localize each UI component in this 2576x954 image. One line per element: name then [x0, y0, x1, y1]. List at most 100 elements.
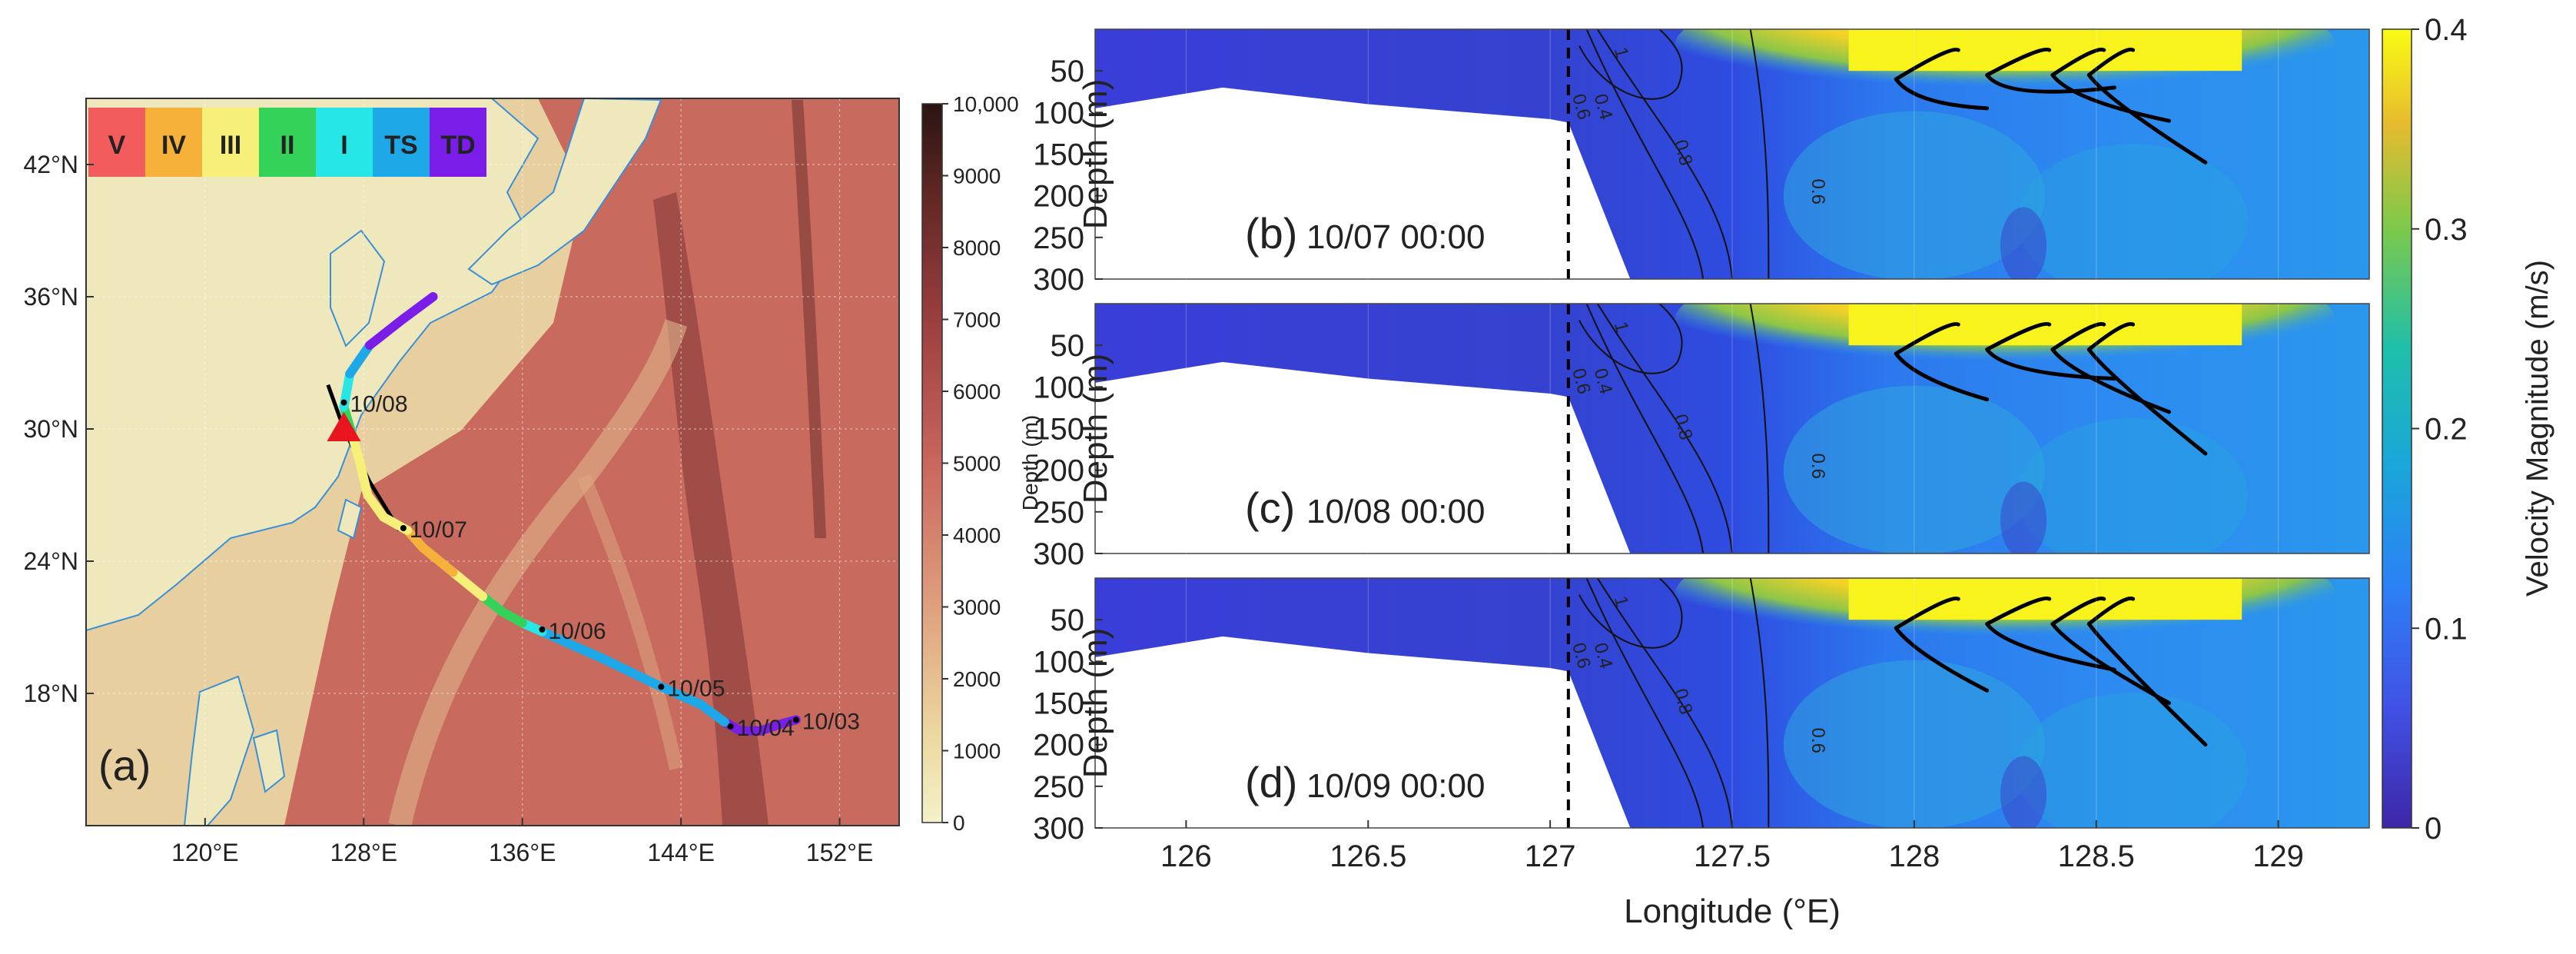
wave-front-curve: [1894, 47, 1990, 111]
section-y-tick-label: 100: [1033, 645, 1084, 679]
contour-label: 0.6: [1808, 179, 1828, 204]
map-y-tick-label: 24°N: [24, 547, 79, 575]
legend-swatch-IV: [145, 108, 202, 177]
map-y-ticks: 18°N 24°N 30°N 36°N 42°N: [24, 151, 94, 707]
typhoon-track: [326, 292, 801, 736]
map-y-tick-label: 30°N: [24, 415, 79, 443]
section-field: 10.60.40.80.6: [1095, 578, 2369, 828]
legend-swatch-V: [88, 108, 145, 177]
panel-time: 10/07 00:00: [1306, 218, 1485, 256]
contour-label: 0.6: [1808, 454, 1828, 479]
section-y-tick-label: 150: [1033, 138, 1084, 172]
velocity-core-low: [2000, 756, 2047, 828]
map-x-tick-label: 152°E: [806, 839, 874, 866]
section-y-tick-label: 150: [1033, 687, 1084, 721]
velocity-contour-line: [1749, 29, 1770, 279]
track-date-dot: [340, 399, 347, 406]
section-y-tick-label: 300: [1033, 537, 1084, 571]
seafloor-mask: [1095, 87, 1631, 279]
track-date-dot: [539, 626, 546, 633]
track-date-label: 10/03: [802, 709, 860, 734]
depth-colorbar-tick-label: 10,000: [953, 92, 1019, 116]
legend-label-I: I: [340, 131, 347, 160]
velocity-colorbar-tick-label: 0.2: [2425, 413, 2468, 447]
panel-label-a: (a): [98, 741, 151, 789]
section-panel-3: 10.60.40.80.6 50 100 150 200 250 300 Depth (m) (…: [1033, 577, 2370, 846]
section-x-tick-label: 127: [1525, 839, 1576, 873]
section-y-tick-label: 250: [1033, 496, 1084, 530]
legend-swatch-III: [202, 108, 259, 177]
track-date-label: 10/04: [737, 716, 795, 741]
velocity-contour-line: [1596, 304, 1733, 553]
velocity-core-low: [2000, 481, 2047, 553]
wave-front-curve: [2086, 596, 2208, 747]
panel-label: (b): [1245, 209, 1297, 258]
section-x-tick-label: 129: [2252, 839, 2304, 873]
section-y-axis-label: Depth (m): [1077, 79, 1114, 230]
depth-colorbar-tick-label: 8000: [953, 236, 1001, 260]
velocity-colorbar-tick-label: 0.1: [2425, 612, 2468, 646]
velocity-contour-line: [1578, 29, 1683, 100]
legend-label-TS: TS: [384, 131, 417, 160]
velocity-blob: [1783, 660, 2045, 828]
track-segment-TS: [656, 682, 705, 710]
velocity-contour-line: [1578, 304, 1683, 374]
track-date-label: 10/08: [350, 392, 407, 417]
depth-colorbar-tick-label: 1000: [953, 740, 1001, 763]
section-y-tick-label: 300: [1033, 263, 1084, 297]
track-date-dot: [400, 525, 407, 531]
seafloor-mask: [1095, 361, 1631, 553]
legend-label-III: III: [220, 131, 241, 160]
section-panel-1: 10.60.40.80.6 50 100 150 200 250 300 Depth (m) (…: [1033, 28, 2370, 297]
depth-colorbar-tick-label: 7000: [953, 308, 1001, 332]
track-segment-TS: [596, 653, 666, 692]
map-panel: V IV III II I TS TD 10/0310/0410/0510/0610/071…: [24, 98, 900, 866]
legend-label-II: II: [281, 131, 295, 160]
category-legend: V IV III II I TS TD: [88, 108, 486, 177]
depth-colorbar-tick-label: 5000: [953, 452, 1001, 476]
section-y-tick-label: 100: [1033, 371, 1084, 404]
wave-front-curve: [1985, 47, 2116, 94]
track-segment-IV: [418, 543, 458, 577]
velocity-contour-line: [1585, 304, 1705, 553]
panel-time: 10/09 00:00: [1306, 767, 1485, 805]
legend-swatch-TS: [373, 108, 430, 177]
map-y-tick-label: 18°N: [24, 680, 79, 707]
section-x-tick-label: 126: [1160, 839, 1212, 873]
velocity-blob: [2017, 144, 2249, 279]
section-y-tick-label: 50: [1051, 329, 1085, 363]
velocity-core-low: [2000, 207, 2047, 279]
section-x-tick-label: 126.5: [1329, 839, 1406, 873]
wave-front-curve: [2086, 47, 2208, 165]
track-segment-TD: [365, 314, 408, 351]
velocity-blob: [1783, 385, 2045, 553]
velocity-sections: 10.60.40.80.6 50 100 150 200 250 300 Depth (m) (…: [1033, 28, 2370, 846]
section-y-tick-label: 300: [1033, 812, 1084, 846]
section-x-tick-label: 128.5: [2058, 839, 2135, 873]
section-y-tick-label: 200: [1033, 454, 1084, 488]
depth-colorbar-tick-label: 0: [953, 811, 965, 835]
map-y-tick-label: 36°N: [24, 283, 79, 311]
panel-label: (d): [1245, 758, 1297, 806]
velocity-colorbar-tick-label: 0.4: [2425, 13, 2468, 47]
velocity-contour-line: [1596, 29, 1733, 279]
section-y-tick-label: 100: [1033, 96, 1084, 130]
depth-colorbar-tick-label: 9000: [953, 165, 1001, 188]
velocity-blob: [2017, 693, 2249, 828]
track-date-label: 10/05: [667, 676, 725, 701]
red-triangle-marker: [327, 412, 361, 441]
map-x-tick-label: 136°E: [489, 839, 556, 866]
typhoon-location-triangle: [327, 412, 361, 441]
wave-front-curve: [1894, 321, 1990, 402]
velocity-colorbar-tick-label: 0.3: [2425, 213, 2468, 247]
map-y-tick-label: 42°N: [24, 151, 79, 178]
track-segment-TS: [345, 341, 375, 379]
wave-front-curve: [2086, 321, 2208, 456]
section-x-tick-label: 128: [1888, 839, 1940, 873]
legend-label-TD: TD: [440, 131, 475, 160]
map-x-ticks: 120°E 128°E 136°E 144°E 152°E: [171, 818, 873, 866]
legend-swatch-TD: [430, 108, 486, 177]
velocity-colorbar-tick-label: 0: [2425, 812, 2442, 846]
